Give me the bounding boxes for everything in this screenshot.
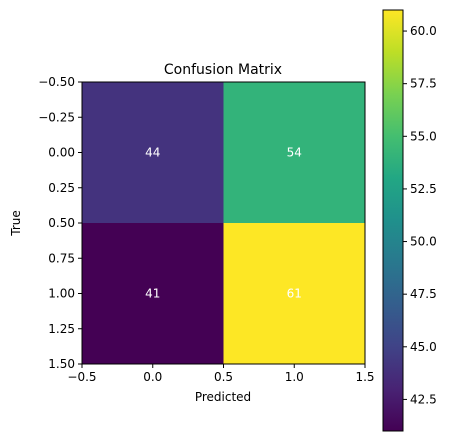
heatmap-cell [223, 82, 365, 223]
y-axis-label: True [9, 210, 23, 237]
colorbar: 42.5 45.0 47.5 50.0 52.5 55.0 57.5 60.0 [382, 9, 437, 432]
cell-value-label: 61 [287, 287, 302, 301]
heatmap-cells: 44 54 41 61 [82, 82, 365, 364]
colorbar-tick-label: 60.0 [410, 24, 437, 38]
y-tick-label: 0.50 [48, 216, 75, 230]
x-tick-label: 1.0 [285, 370, 304, 384]
x-tick-label: 0.0 [143, 370, 162, 384]
y-axis-ticks: −0.50 −0.25 0.00 0.25 0.50 0.75 1.00 1.25 1.50 [38, 75, 82, 371]
x-axis-ticks: −0.5 0.0 0.5 1.0 1.5 [67, 364, 375, 384]
colorbar-gradient [382, 9, 404, 432]
y-tick-label: 0.75 [48, 251, 75, 265]
x-axis-label: Predicted [195, 390, 251, 404]
y-tick-label: 1.00 [48, 287, 75, 301]
heatmap-cell [82, 82, 224, 223]
colorbar-tick-label: 45.0 [410, 340, 437, 354]
x-tick-label: 0.5 [214, 370, 233, 384]
heatmap-cell [82, 223, 224, 364]
colorbar-tick-label: 55.0 [410, 129, 437, 143]
y-tick-label: 0.25 [48, 181, 75, 195]
y-tick-label: −0.50 [38, 75, 75, 89]
colorbar-tick-label: 52.5 [410, 182, 437, 196]
y-tick-label: 1.25 [48, 322, 75, 336]
y-tick-label: −0.25 [38, 110, 75, 124]
x-tick-label: −0.5 [67, 370, 96, 384]
cell-value-label: 41 [145, 287, 160, 301]
heatmap-cell [223, 223, 365, 364]
colorbar-tick-label: 57.5 [410, 77, 437, 91]
y-tick-label: 0.00 [48, 146, 75, 160]
cell-value-label: 54 [287, 146, 302, 160]
colorbar-tick-label: 50.0 [410, 235, 437, 249]
colorbar-tick-label: 42.5 [410, 392, 437, 406]
x-tick-label: 1.5 [355, 370, 374, 384]
colorbar-tick-label: 47.5 [410, 287, 437, 301]
cell-value-label: 44 [145, 146, 160, 160]
y-tick-label: 1.50 [48, 357, 75, 371]
chart-title: Confusion Matrix [164, 62, 282, 78]
